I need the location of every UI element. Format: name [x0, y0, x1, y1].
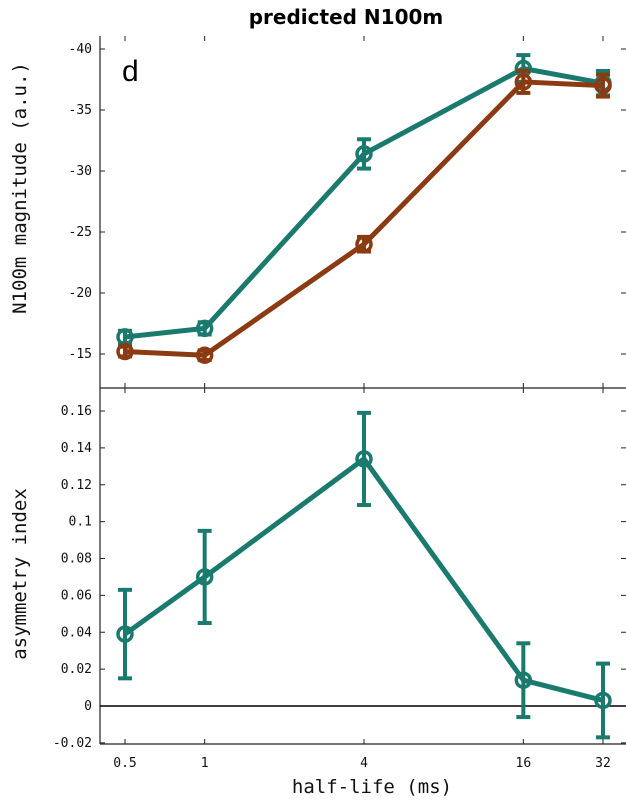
y-tick-label: 0.14	[61, 441, 92, 456]
data-point	[195, 346, 214, 364]
x-axis-label: half-life (ms)	[292, 776, 452, 798]
y-tick-label: 0	[84, 699, 92, 714]
data-point	[116, 342, 134, 361]
series-line	[124, 66, 604, 340]
y-tick-label: 0.04	[61, 625, 92, 640]
top-panel: -15 -20 -25 -30 -35 -40	[69, 36, 626, 389]
y-tick-label: -35	[69, 103, 92, 118]
x-tick-label: 16	[516, 756, 532, 771]
y-tick-label: 0.06	[61, 588, 92, 603]
x-tick-label: 0.5	[113, 756, 136, 771]
data-point	[355, 450, 373, 468]
x-tick-label: 4	[360, 756, 368, 771]
data-point	[514, 671, 533, 689]
y-tick-label: -40	[69, 42, 92, 57]
data-point	[594, 691, 612, 710]
data-point	[514, 73, 533, 91]
data-point	[594, 76, 612, 95]
data-point	[355, 235, 373, 253]
data-point	[116, 625, 134, 643]
y-tick-label: 0.02	[61, 662, 92, 677]
y-tick-label: -25	[69, 225, 92, 240]
top-y-axis-label: N100m magnitude (a.u.)	[9, 62, 31, 314]
data-point	[195, 568, 214, 586]
chart-title: predicted N100m	[249, 5, 444, 29]
bottom-panel: -0.02 0 0.02 0.04 0.06 0.08 0.1 0.12 0.14 0.16 0.5…	[53, 388, 626, 771]
y-tick-label: 0.08	[61, 552, 92, 567]
x-tick-label: 32	[595, 756, 611, 771]
y-tick-label: 0.16	[61, 404, 92, 419]
series-line	[124, 79, 604, 358]
y-tick-label: 0.1	[69, 515, 92, 530]
y-tick-label: -0.02	[53, 736, 92, 751]
data-point	[355, 145, 373, 163]
panel-label: d	[122, 55, 139, 88]
y-tick-label: -20	[69, 286, 92, 301]
y-tick-label: -15	[69, 347, 92, 362]
y-tick-label: 0.12	[61, 478, 92, 493]
x-tick-label: 1	[201, 756, 209, 771]
data-point	[195, 319, 214, 338]
bottom-y-axis-label: asymmetry index	[9, 488, 31, 660]
y-tick-label: -30	[69, 164, 92, 179]
